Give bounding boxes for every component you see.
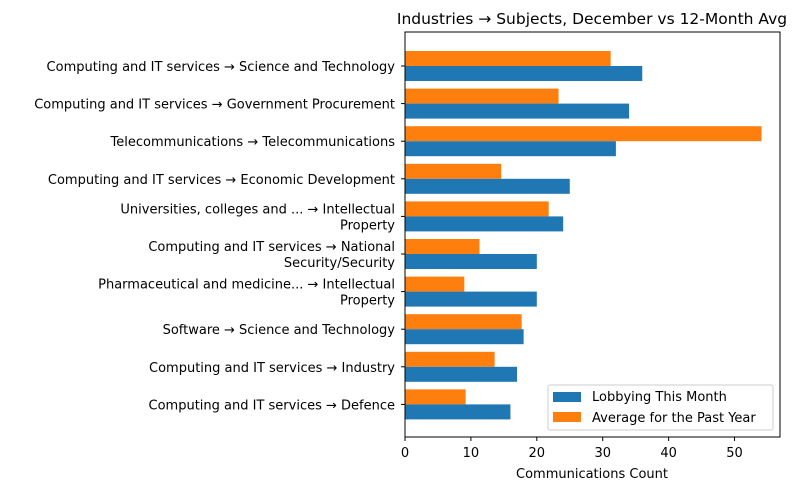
x-tick-label: 20 xyxy=(529,446,546,461)
y-tick-label: Property xyxy=(340,218,395,233)
bar-this-month xyxy=(405,254,537,269)
bar-past-year-avg xyxy=(405,351,495,367)
y-tick-label: Computing and IT services → Defence xyxy=(149,398,395,413)
bar-past-year-avg xyxy=(405,51,611,66)
legend-label-past-year: Average for the Past Year xyxy=(592,411,756,426)
x-tick-label: 10 xyxy=(463,446,480,461)
y-tick-label: Computing and IT services → National xyxy=(148,240,395,255)
bar-this-month xyxy=(405,178,570,194)
y-tick-label: Property xyxy=(340,294,395,309)
y-tick-label: Pharmaceutical and medicine... → Intelle… xyxy=(98,278,395,293)
bar-this-month xyxy=(405,329,524,345)
bar-past-year-avg xyxy=(405,389,466,405)
y-tick-label: Computing and IT services → Industry xyxy=(149,361,395,376)
x-tick-label: 50 xyxy=(726,446,743,461)
legend: Lobbying This Month Average for the Past… xyxy=(547,384,774,431)
x-tick-label: 0 xyxy=(401,446,409,461)
bar-past-year-avg xyxy=(405,239,480,254)
bar-past-year-avg xyxy=(405,276,465,292)
plot-frame xyxy=(404,31,781,438)
legend-swatch-past-year xyxy=(553,412,581,422)
legend-label-this-month: Lobbying This Month xyxy=(592,390,727,405)
bar-past-year-avg xyxy=(405,126,762,142)
x-tick-label: 30 xyxy=(594,446,611,461)
chart-title: Industries → Subjects, December vs 12-Mo… xyxy=(397,10,787,28)
y-tick-label: Computing and IT services → Science and … xyxy=(47,60,396,75)
x-axis-label: Communications Count xyxy=(516,467,668,482)
y-tick-label: Telecommunications → Telecommunications xyxy=(110,135,396,150)
bar-past-year-avg xyxy=(405,163,502,179)
bar-this-month xyxy=(405,366,518,382)
bar-this-month xyxy=(405,216,564,232)
y-tick-label: Security/Security xyxy=(284,256,395,271)
y-tick-label: Software → Science and Technology xyxy=(163,323,396,338)
bar-this-month xyxy=(405,291,537,307)
bar-this-month xyxy=(405,103,630,119)
x-tick-label: 40 xyxy=(660,446,677,461)
bar-past-year-avg xyxy=(405,201,549,217)
y-tick-label: Computing and IT services → Economic Dev… xyxy=(48,173,395,188)
bar-this-month xyxy=(405,66,643,81)
bar-this-month xyxy=(405,404,511,420)
legend-swatch-this-month xyxy=(553,392,581,402)
y-tick-label: Universities, colleges and ... → Intelle… xyxy=(120,202,395,217)
bar-past-year-avg xyxy=(405,88,559,104)
bar-this-month xyxy=(405,141,616,157)
y-tick-label: Computing and IT services → Government P… xyxy=(34,98,395,113)
bar-past-year-avg xyxy=(405,314,522,330)
